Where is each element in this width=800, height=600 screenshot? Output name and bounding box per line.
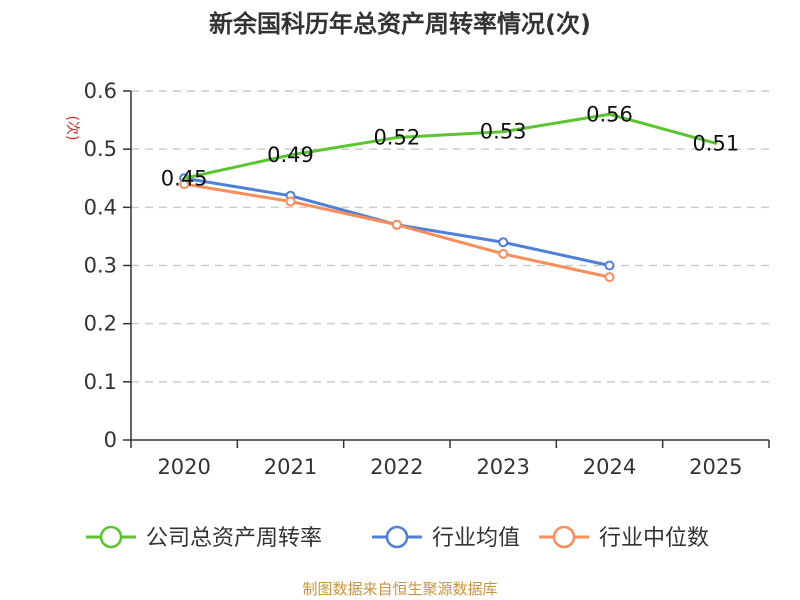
data-labels: 0.45 0.49 0.52 0.53 0.56 0.51	[161, 102, 739, 190]
x-tick-label: 2025	[689, 455, 742, 479]
series-marker	[498, 237, 509, 248]
y-tick-label: 0.4	[84, 195, 117, 219]
data-label: 0.56	[586, 102, 633, 126]
series-line	[182, 112, 718, 180]
y-tick-label: 0.2	[84, 312, 117, 336]
series-marker	[285, 196, 296, 207]
legend-marker	[385, 525, 409, 549]
series-marker	[498, 248, 509, 259]
y-tick-label: 0.1	[84, 370, 117, 394]
x-tick-label: 2023	[476, 455, 529, 479]
series-layer	[179, 112, 718, 283]
data-label: 0.51	[692, 131, 739, 155]
data-label: 0.53	[480, 120, 527, 144]
data-label: 0.45	[161, 166, 208, 190]
data-label: 0.52	[373, 126, 420, 150]
x-tick-label: 2021	[264, 455, 317, 479]
legend-label: 行业中位数	[599, 526, 709, 551]
x-tick-label: 2024	[583, 455, 636, 479]
y-tick-label: 0.6	[84, 79, 117, 103]
y-tick-label: 0	[104, 428, 117, 452]
x-tick-label: 2020	[157, 455, 210, 479]
series-marker	[604, 260, 615, 271]
legend-marker	[552, 525, 576, 549]
chart-title: 新余国科历年总资产周转率情况(次)	[209, 10, 591, 38]
legend-marker	[99, 525, 123, 549]
y-tick-label: 0.3	[84, 254, 117, 278]
y-tick-label: 0.5	[84, 137, 117, 161]
series-marker	[391, 219, 402, 230]
source-note: 制图数据来自恒生聚源数据库	[302, 580, 497, 598]
legend: 公司总资产周转率 行业均值 行业中位数	[86, 525, 709, 551]
series-line	[182, 182, 611, 279]
legend-label: 行业均值	[432, 526, 520, 551]
data-label: 0.49	[267, 143, 314, 167]
y-axis-label: (次)	[64, 116, 80, 141]
legend-label: 公司总资产周转率	[146, 526, 322, 551]
series-marker	[179, 179, 190, 190]
series-marker	[604, 272, 615, 283]
x-tick-label: 2022	[370, 455, 423, 479]
axes: 0 0.1 0.2 0.3 0.4 0.5 0.6 2020 2021 2022 2023 2024 2…	[84, 79, 770, 479]
